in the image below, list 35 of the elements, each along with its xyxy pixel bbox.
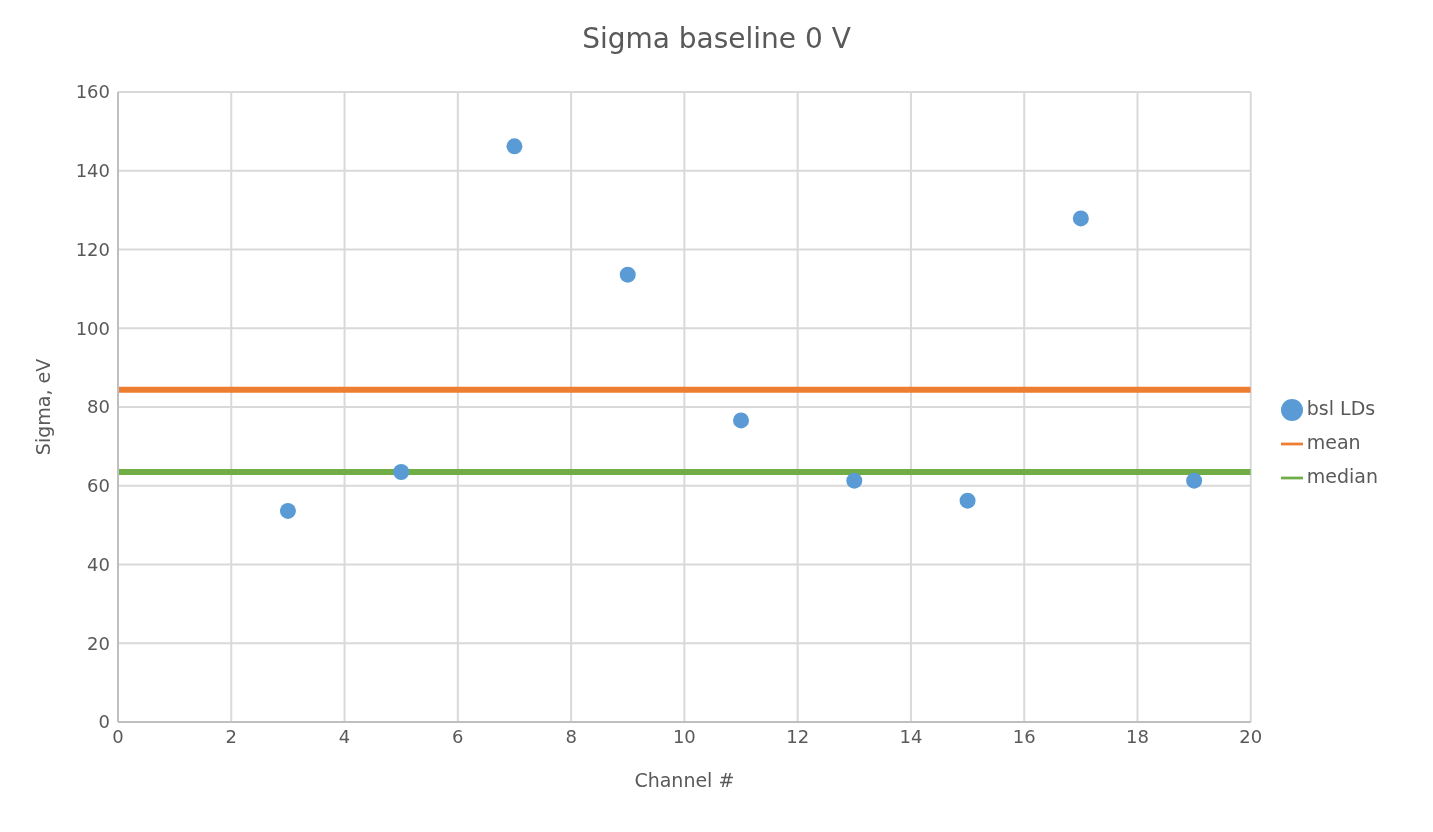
legend-label: mean [1306, 431, 1361, 453]
legend-label: bsl LDs [1306, 397, 1376, 419]
y-tick-label: 20 [87, 632, 110, 654]
chart-title: Sigma baseline 0 V [581, 21, 852, 57]
point [279, 502, 296, 519]
point [846, 472, 863, 489]
x-tick-label: 20 [1239, 725, 1263, 747]
y-tick-label: 80 [87, 396, 110, 418]
y-tick-label: 140 [75, 160, 110, 182]
y-tick-label: 160 [75, 81, 110, 103]
x-tick-label: 10 [672, 725, 696, 747]
x-axis-title: Channel # [634, 769, 735, 791]
x-tick-label: 0 [112, 725, 124, 747]
y-tick-label: 0 [98, 711, 110, 733]
point [959, 492, 976, 509]
x-tick-label: 16 [1012, 725, 1036, 747]
y-tick-label: 120 [75, 238, 110, 260]
y-tick-label: 100 [75, 317, 110, 339]
x-tick-label: 6 [452, 725, 464, 747]
point [393, 463, 410, 480]
point [1072, 210, 1089, 227]
point [1186, 472, 1203, 489]
x-tick-label: 2 [225, 725, 237, 747]
y-axis-title: Sigma, eV [31, 358, 54, 456]
y-tick-label: 40 [87, 553, 110, 575]
y-tick-label: 60 [87, 475, 110, 497]
point [506, 138, 523, 155]
x-tick-label: 18 [1126, 725, 1149, 747]
x-tick-label: 12 [786, 725, 810, 747]
point [733, 412, 750, 429]
x-tick-label: 4 [338, 725, 351, 747]
x-tick-label: 14 [899, 725, 923, 747]
legend-label: median [1306, 465, 1378, 487]
point [619, 266, 636, 283]
x-tick-label: 8 [565, 725, 577, 747]
